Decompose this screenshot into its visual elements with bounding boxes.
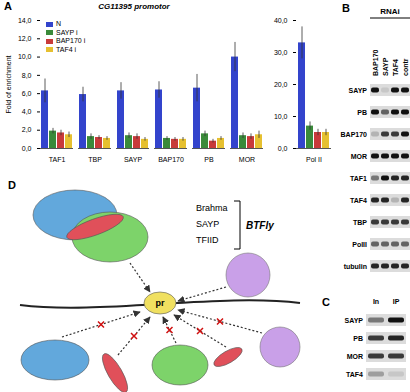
svg-text:4,0: 4,0 — [22, 108, 32, 115]
svg-text:10,0: 10,0 — [18, 53, 32, 60]
svg-text:2,0: 2,0 — [22, 126, 32, 133]
svg-text:PB: PB — [204, 156, 214, 163]
svg-text:6,0: 6,0 — [22, 90, 32, 97]
svg-text:Pol II: Pol II — [306, 156, 322, 163]
svg-text:0,0: 0,0 — [278, 145, 288, 152]
svg-text:BAP170: BAP170 — [372, 49, 379, 76]
svg-text:12,0: 12,0 — [18, 35, 32, 42]
svg-text:BAP170: BAP170 — [158, 156, 184, 163]
html-text:CG11395 promotor: CG11395 promotor — [98, 2, 170, 11]
svg-text:TAF4: TAF4 — [346, 371, 363, 378]
svg-text:tubulin: tubulin — [344, 263, 367, 270]
html-text:N: N — [56, 20, 62, 27]
svg-text:TBP: TBP — [353, 219, 367, 226]
svg-text:14,0: 14,0 — [18, 17, 32, 24]
svg-text:TBP: TBP — [88, 156, 102, 163]
svg-text:IP: IP — [393, 298, 400, 305]
html-text:TAF4 i: TAF4 i — [56, 45, 77, 53]
svg-text:TFIID: TFIID — [196, 235, 219, 245]
svg-text:B: B — [342, 2, 350, 14]
svg-text:contr: contr — [402, 58, 409, 76]
svg-text:C: C — [322, 296, 330, 308]
svg-text:30,0: 30,0 — [274, 49, 288, 56]
svg-text:TAF1: TAF1 — [49, 156, 66, 163]
svg-text:PB: PB — [353, 335, 363, 342]
svg-text:MOR: MOR — [351, 153, 367, 160]
svg-text:RNAi: RNAi — [380, 7, 400, 16]
html-text:SAYP i: SAYP i — [56, 28, 78, 36]
svg-text:pr: pr — [156, 298, 165, 308]
svg-text:40,0: 40,0 — [274, 17, 288, 24]
svg-text:PolII: PolII — [352, 241, 367, 248]
svg-text:Brahma: Brahma — [196, 203, 228, 213]
svg-text:SAYP: SAYP — [349, 87, 368, 94]
svg-text:SAYP: SAYP — [124, 156, 142, 163]
svg-text:PB: PB — [357, 109, 367, 116]
svg-text:10,0: 10,0 — [274, 113, 288, 120]
svg-text:SAYP: SAYP — [382, 57, 389, 76]
html-text:A: A — [4, 0, 12, 12]
svg-text:MOR: MOR — [239, 156, 255, 163]
svg-text:MOR: MOR — [347, 353, 363, 360]
svg-text:D: D — [8, 179, 16, 191]
svg-text:TAF4: TAF4 — [392, 59, 399, 76]
svg-text:Fold of enrichment: Fold of enrichment — [5, 55, 12, 113]
svg-text:SAYP: SAYP — [345, 317, 364, 324]
svg-text:8,0: 8,0 — [22, 72, 32, 79]
svg-text:In: In — [373, 298, 379, 305]
svg-text:0,0: 0,0 — [22, 145, 32, 152]
svg-text:SAYP: SAYP — [196, 219, 219, 229]
svg-text:TAF1: TAF1 — [350, 175, 367, 182]
svg-text:BAP170: BAP170 — [341, 131, 368, 138]
svg-text:TAF4: TAF4 — [350, 197, 367, 204]
html-text:BAP170 i: BAP170 i — [56, 37, 86, 44]
svg-text:20,0: 20,0 — [274, 81, 288, 88]
svg-text:BTFly: BTFly — [246, 220, 274, 231]
